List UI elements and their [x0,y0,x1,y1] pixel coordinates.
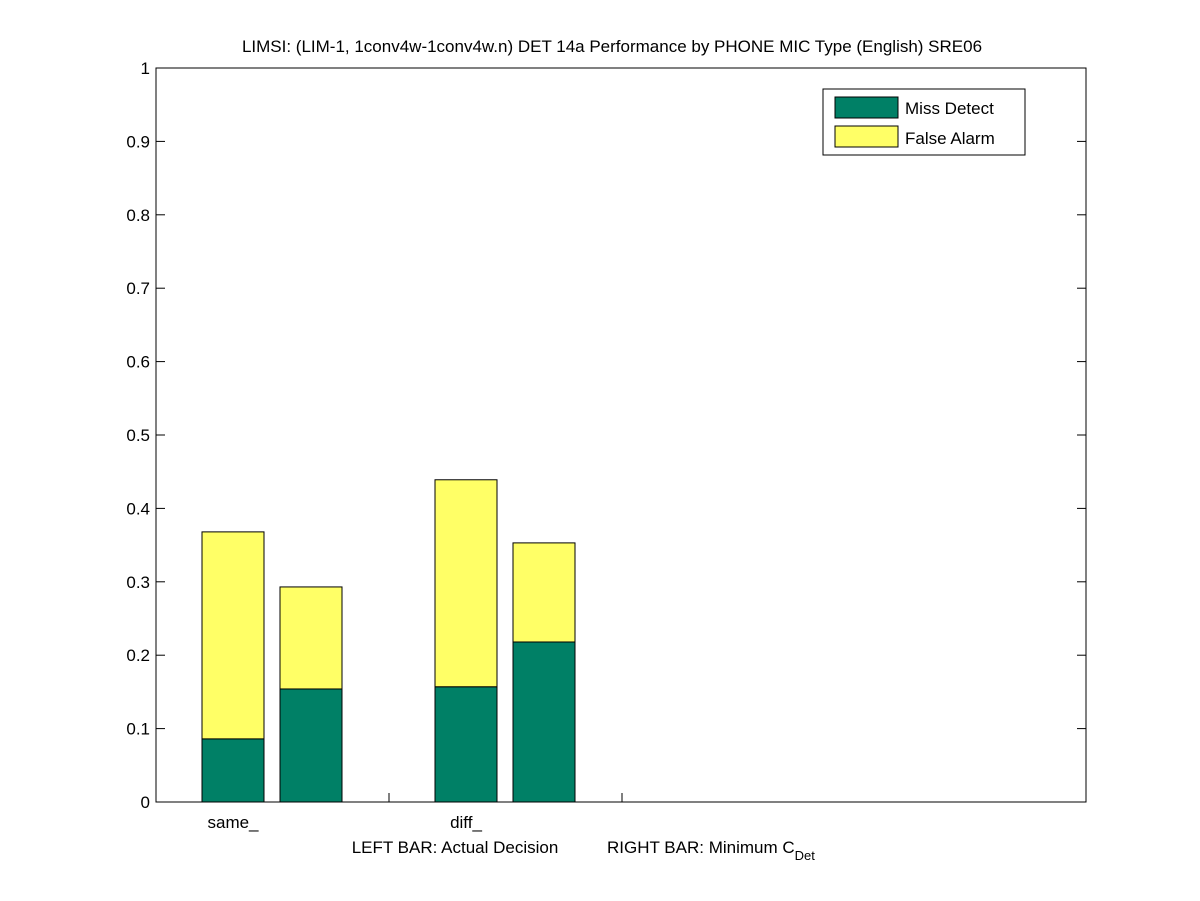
y-tick-label: 0.2 [126,646,150,665]
y-axis: 0 0.1 0.2 0.3 0.4 0.5 0.6 0.7 0.8 0.9 1 [126,59,1086,812]
x-tick-label: same_ [207,813,259,832]
bars [201,479,576,803]
y-tick-label: 0.4 [126,499,150,518]
bar-same-min-false-alarm [279,586,343,690]
legend-swatch-false-alarm [834,125,899,148]
x-axis-label-right-subscript: Det [795,848,816,863]
bar-same-actual-false-alarm [201,531,265,740]
chart-title: LIMSI: (LIM-1, 1conv4w-1conv4w.n) DET 14… [242,37,982,56]
legend-label-miss-detect: Miss Detect [905,99,994,118]
y-tick-label: 0.3 [126,573,150,592]
x-tick-label: diff_ [450,813,482,832]
y-tick-label: 0.1 [126,720,150,739]
bar-diff-actual-false-alarm [434,479,498,688]
x-axis: same_ diff_ [207,793,623,832]
y-tick-label: 0.5 [126,426,150,445]
y-tick-label: 0 [141,793,150,812]
y-tick-label: 0.7 [126,279,150,298]
y-tick-label: 0.8 [126,206,150,225]
bar-same-min-miss-detect [279,688,343,803]
y-tick-label: 1 [141,59,150,78]
legend-swatch-miss-detect [834,96,899,119]
bar-diff-min-miss-detect [512,641,576,803]
x-axis-label-right: RIGHT BAR: Minimum CDet [607,838,815,863]
bar-same-actual-miss-detect [201,738,265,803]
y-tick-label: 0.9 [126,132,150,151]
legend: Miss Detect False Alarm [822,88,1026,156]
x-axis-label: LEFT BAR: Actual Decision [352,838,559,857]
y-tick-label: 0.6 [126,353,150,372]
legend-label-false-alarm: False Alarm [905,129,995,148]
bar-diff-actual-miss-detect [434,686,498,803]
x-axis-label-right-main: RIGHT BAR: Minimum C [607,838,795,857]
bar-diff-min-false-alarm [512,542,576,643]
